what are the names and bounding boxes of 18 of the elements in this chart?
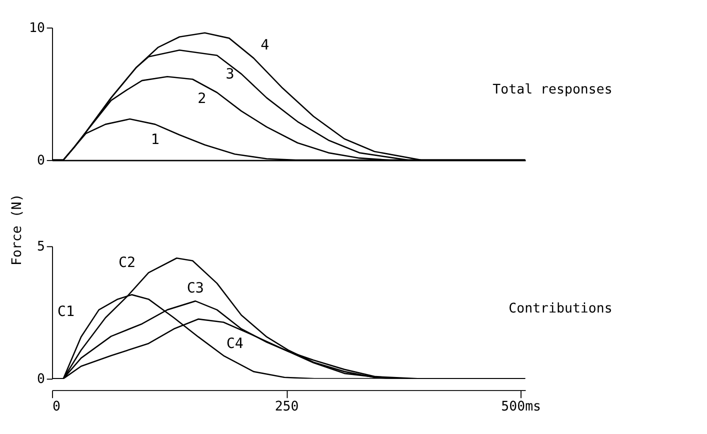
y-axis-title: Force (N) <box>10 194 25 266</box>
series-label: C3 <box>186 280 204 297</box>
series-label: C4 <box>226 336 244 352</box>
series-label: 3 <box>226 66 234 83</box>
x-tick-label: 0 <box>52 399 61 414</box>
text: Total responses <box>492 82 612 98</box>
series-label: 4 <box>260 38 270 54</box>
y-tick-label: 5 <box>36 239 45 254</box>
x-tick-label: 250 <box>274 399 299 414</box>
series-label: 1 <box>150 132 160 148</box>
y-tick-label: 0 <box>36 372 45 387</box>
text: Contributions <box>508 301 612 316</box>
y-tick-label: 10 <box>28 20 45 36</box>
series-label: C1 <box>57 304 75 320</box>
x-tick-label: 500ms <box>501 399 542 414</box>
series-label: 2 <box>198 90 206 107</box>
y-tick-label: 0 <box>36 153 45 168</box>
series-label: C2 <box>118 255 136 272</box>
